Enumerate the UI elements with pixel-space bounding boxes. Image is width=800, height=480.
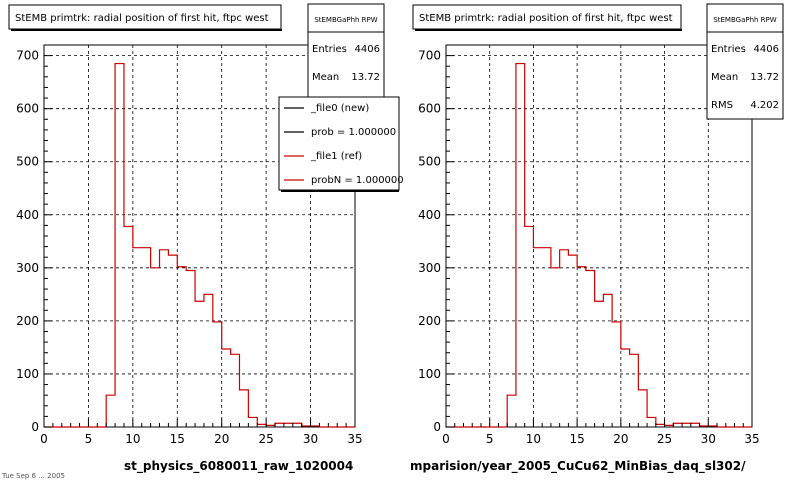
- y-tick-label: 600: [16, 102, 39, 116]
- footer-timestamp: Tue Sep 6 ... 2005: [1, 472, 65, 480]
- x-axis-label: st_physics_6080011_raw_1020004: [124, 459, 353, 474]
- x-tick-label: 30: [701, 432, 716, 446]
- legend-box: [278, 96, 400, 191]
- legend-entry: _file0 (new): [310, 103, 369, 114]
- legend-entry: _file1 (ref): [310, 151, 362, 162]
- stats-box: [706, 3, 784, 120]
- y-tick-label: 600: [418, 102, 441, 116]
- stats-value: 4406: [355, 44, 380, 55]
- x-tick-label: 5: [85, 432, 93, 446]
- stats-label: Mean: [711, 72, 738, 83]
- chart-panel-1: 0 5 10 15 20 25 30 35 0 100 200 300 400 500 600 700 st_p…: [8, 3, 404, 474]
- y-tick-label: 0: [433, 420, 441, 434]
- legend: _file0 (new) prob = 1.000000 _file1 (ref) p…: [278, 96, 404, 192]
- x-tick-label: 20: [613, 432, 628, 446]
- histogram-series-1: [44, 62, 355, 428]
- chart-title: StEMB primtrk: radial position of first …: [15, 13, 269, 24]
- y-tick-label: 0: [31, 420, 39, 434]
- x-tick-label: 30: [303, 432, 318, 446]
- chart-panel-2: 0 5 10 15 20 25 30 35 0 100 200 300 400 500 600 700 mpar…: [410, 3, 784, 474]
- legend-entry: probN = 1.000000: [311, 175, 404, 186]
- x-tick-label: 25: [259, 432, 274, 446]
- x-tick-label: 20: [214, 432, 229, 446]
- x-tick-label: 15: [570, 432, 585, 446]
- histogram-series-1: [446, 62, 752, 428]
- stats-box-header: StEMBGaPhh RPW: [713, 16, 776, 24]
- x-tick-label: 25: [657, 432, 672, 446]
- x-tick-label: 5: [486, 432, 494, 446]
- stats-label: Entries: [312, 44, 347, 55]
- stats-label: RMS: [711, 100, 733, 111]
- y-tick-label: 100: [16, 367, 39, 381]
- chart-title: StEMB primtrk: radial position of first …: [419, 13, 673, 24]
- y-tick-label: 300: [16, 261, 39, 275]
- y-tick-label: 700: [418, 49, 441, 63]
- y-tick-label: 400: [16, 208, 39, 222]
- x-tick-label: 0: [40, 432, 48, 446]
- x-tick-label: 35: [347, 432, 362, 446]
- y-tick-label: 200: [418, 314, 441, 328]
- x-tick-label: 35: [744, 432, 759, 446]
- x-tick-label: 0: [442, 432, 450, 446]
- stats-value: 13.72: [351, 72, 380, 83]
- y-tick-label: 300: [418, 261, 441, 275]
- stats-box-header: StEMBGaPhh RPW: [314, 16, 377, 24]
- y-tick-label: 700: [16, 49, 39, 63]
- x-tick-label: 10: [526, 432, 541, 446]
- y-tick-label: 500: [418, 155, 441, 169]
- plot-frame: [445, 44, 753, 428]
- y-tick-label: 200: [16, 314, 39, 328]
- legend-entry: prob = 1.000000: [311, 127, 396, 138]
- y-tick-label: 500: [16, 155, 39, 169]
- x-tick-label: 10: [125, 432, 140, 446]
- stats-value: 13.72: [750, 72, 779, 83]
- x-axis-label: mparision/year_2005_CuCu62_MinBias_daq_s…: [410, 459, 746, 474]
- chart-title-box: [8, 4, 282, 30]
- y-tick-label: 100: [418, 367, 441, 381]
- stats-label: Entries: [711, 44, 746, 55]
- y-tick-label: 400: [418, 208, 441, 222]
- stats-label: Mean: [312, 72, 339, 83]
- stats-value: 4406: [754, 44, 779, 55]
- stats-value: 4.202: [750, 100, 779, 111]
- x-tick-label: 15: [170, 432, 185, 446]
